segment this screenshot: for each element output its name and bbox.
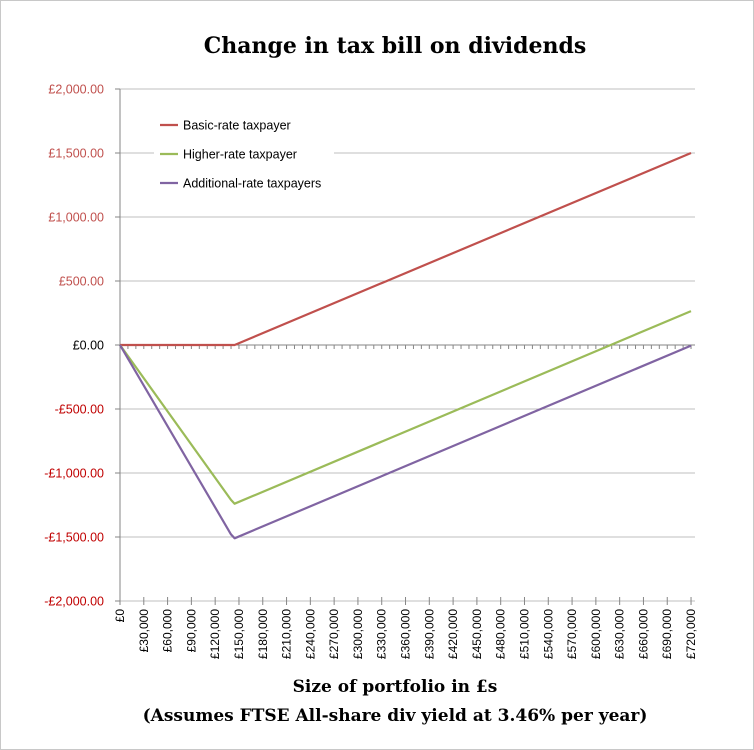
chart-title: Change in tax bill on dividends: [204, 33, 586, 59]
y-tick-label-6: -£1,000.00: [44, 467, 104, 481]
x-tick-label-17: £510,000: [517, 609, 531, 659]
series-lines: [119, 151, 692, 540]
x-tick-label-5: £150,000: [232, 609, 246, 659]
y-tick-label-3: £500.00: [59, 275, 104, 289]
x-tick-label-24: £720,000: [684, 609, 698, 659]
x-tick-label-6: £180,000: [256, 609, 270, 659]
x-tick-label-20: £600,000: [589, 609, 603, 659]
chart-subtitle: (Assumes FTSE All-share div yield at 3.4…: [143, 706, 648, 726]
x-tick-label-9: £270,000: [327, 609, 341, 659]
x-tick-label-0: £0: [113, 609, 127, 623]
x-axis-label: Size of portfolio in £s: [293, 677, 498, 697]
x-tick-label-10: £300,000: [351, 609, 365, 659]
x-tick-label-16: £480,000: [494, 609, 508, 659]
x-tick-label-4: £120,000: [208, 609, 222, 659]
x-tick-label-12: £360,000: [399, 609, 413, 659]
x-tick-label-1: £30,000: [137, 609, 151, 653]
x-tick-label-14: £420,000: [446, 609, 460, 659]
legend-label-3: Additional-rate taxpayers: [183, 177, 321, 191]
x-tick-label-21: £630,000: [613, 609, 627, 659]
x-tick-label-15: £450,000: [470, 609, 484, 659]
legend: Basic-rate taxpayer Higher-rate taxpayer A…: [154, 114, 334, 192]
y-tick-label-2: £1,000.00: [48, 211, 104, 225]
legend-bg-3: [154, 172, 334, 192]
y-axis-ticks: £2,000.00 £1,500.00 £1,000.00 £500.00 £0.00 -…: [44, 83, 120, 609]
x-tick-label-7: £210,000: [280, 609, 294, 659]
y-tick-label-8: -£2,000.00: [44, 595, 104, 609]
y-tick-label-4: £0.00: [73, 339, 104, 353]
x-tick-label-19: £570,000: [565, 609, 579, 659]
y-tick-label-7: -£1,500.00: [44, 531, 104, 545]
x-tick-label-23: £690,000: [660, 609, 674, 659]
legend-bg-1: [154, 114, 334, 134]
x-tick-label-22: £660,000: [636, 609, 650, 659]
x-tick-label-3: £90,000: [184, 609, 198, 653]
y-tick-label-1: £1,500.00: [48, 147, 104, 161]
x-tick-label-2: £60,000: [161, 609, 175, 653]
x-axis-ticks: £0 £30,000 £60,000 £90,000 £120,000 £150,000 £…: [113, 345, 698, 659]
x-tick-label-18: £540,000: [541, 609, 555, 659]
legend-label-2: Higher-rate taxpayer: [183, 148, 297, 162]
legend-label-1: Basic-rate taxpayer: [183, 119, 291, 133]
series-line-1: [120, 151, 692, 347]
x-tick-label-13: £390,000: [422, 609, 436, 659]
legend-bg-2: [154, 143, 334, 163]
series-line-3: [119, 344, 692, 540]
x-tick-label-8: £240,000: [303, 609, 317, 659]
x-tick-label-11: £330,000: [375, 609, 389, 659]
series-line-2: [119, 310, 692, 505]
y-tick-label-0: £2,000.00: [48, 83, 104, 97]
y-tick-label-5: -£500.00: [55, 403, 104, 417]
